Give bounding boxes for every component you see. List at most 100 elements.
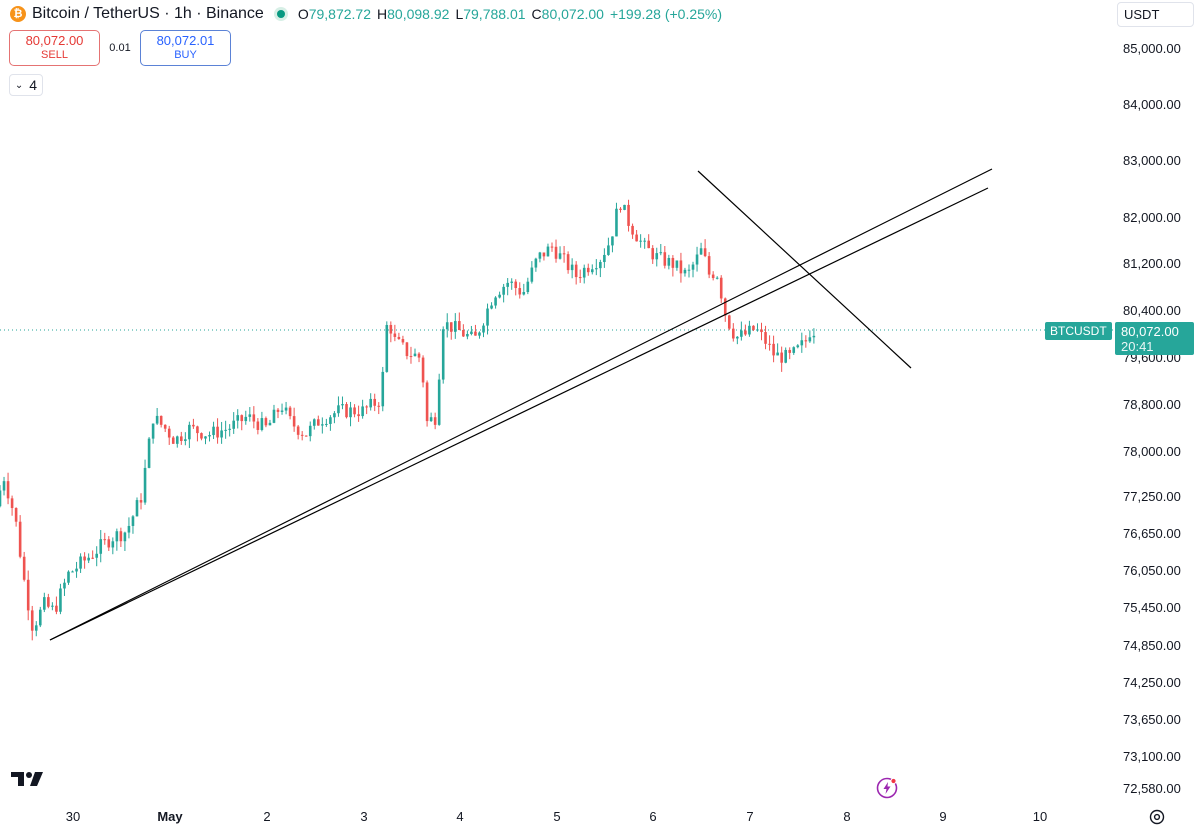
candle-down: [167, 428, 171, 438]
candle-down: [679, 260, 683, 274]
candle-down: [635, 234, 638, 242]
candle-up: [812, 335, 816, 338]
sell-button[interactable]: 80,072.00 SELL: [9, 30, 100, 66]
candle-up: [478, 332, 481, 336]
candle-down: [83, 556, 86, 561]
candle-down: [300, 434, 304, 436]
candles-layer: [0, 199, 816, 641]
candle-up: [615, 208, 618, 237]
candle-up: [603, 254, 606, 263]
candle-down: [18, 521, 22, 557]
candle-down: [707, 256, 711, 275]
candle-up: [151, 423, 155, 439]
candle-up: [131, 516, 135, 526]
candle-up: [115, 531, 119, 542]
candle-down: [760, 329, 763, 333]
close-value: 80,072.00: [541, 6, 604, 22]
low-value: 79,788.01: [463, 6, 526, 22]
spread-value: 0.01: [109, 42, 131, 54]
candle-up: [325, 423, 328, 425]
candle-up: [280, 410, 284, 412]
candle-up: [699, 248, 703, 255]
candle-up: [184, 439, 187, 441]
candle-down: [240, 415, 244, 422]
price-tick-label: 83,000.00: [1123, 153, 1181, 168]
candle-down: [421, 357, 425, 383]
candle-up: [175, 436, 179, 444]
candle-up: [71, 571, 74, 573]
candle-up: [590, 269, 594, 273]
price-tick-label: 74,850.00: [1123, 638, 1181, 653]
candle-up: [135, 500, 139, 517]
indicators-toggle-button[interactable]: ⌄ 4: [9, 74, 43, 96]
candle-up: [43, 597, 46, 610]
candle-down: [462, 330, 465, 337]
trendlines[interactable]: [49, 168, 993, 641]
candle-down: [458, 321, 461, 331]
candle-up: [792, 347, 796, 353]
candle-up: [715, 277, 719, 279]
candle-down: [22, 556, 26, 580]
candle-up: [123, 532, 127, 542]
candle-down: [296, 426, 300, 435]
candle-up: [667, 257, 671, 266]
candle-up: [385, 324, 389, 372]
flash-news-icon[interactable]: [875, 776, 899, 800]
candle-up: [111, 541, 115, 548]
price-tick-label: 78,000.00: [1123, 444, 1181, 459]
change-value: +199.28 (+0.25%): [609, 6, 723, 22]
price-axis[interactable]: 85,000.00 84,000.00 83,000.00 82,000.00 81,2…: [1113, 0, 1199, 833]
candle-down: [26, 579, 30, 611]
candle-down: [365, 406, 368, 408]
price-chart[interactable]: [0, 0, 1113, 806]
candle-up: [349, 407, 352, 418]
price-tick-label: 78,800.00: [1123, 397, 1181, 412]
tradingview-logo-icon[interactable]: [11, 770, 45, 788]
symbol-title[interactable]: Bitcoin / TetherUS · 1h · Binance: [32, 5, 264, 22]
candle-down: [14, 508, 18, 522]
settings-gear-icon[interactable]: [1148, 808, 1166, 826]
candle-down: [554, 246, 558, 259]
candle-down: [542, 252, 546, 257]
candle-up: [2, 481, 6, 491]
candle-down: [804, 340, 808, 342]
candle-down: [518, 288, 522, 295]
candle-up: [808, 337, 812, 342]
candle-up: [147, 438, 151, 468]
time-tick-label: 3: [360, 809, 368, 824]
price-tick-label: 75,450.00: [1123, 600, 1181, 615]
candle-down: [252, 414, 256, 422]
candle-down: [578, 277, 582, 279]
ohlc-values: O 79,872.72 H 80,098.92 L 79,788.01 C 80…: [298, 6, 722, 22]
last-price-value: 80,072.00: [1121, 324, 1179, 339]
candle-up: [659, 252, 663, 254]
market-status-icon[interactable]: [273, 7, 288, 21]
candle-up: [312, 419, 316, 426]
candle-up: [498, 294, 501, 298]
candle-down: [768, 343, 771, 345]
candle-up: [526, 281, 530, 293]
buy-label: BUY: [174, 49, 197, 61]
candle-up: [333, 413, 336, 418]
candle-down: [405, 342, 409, 357]
candle-down: [663, 252, 667, 266]
candle-up: [381, 371, 385, 407]
time-tick-label: 5: [553, 809, 561, 824]
candle-down: [47, 597, 50, 607]
candle-up: [800, 340, 804, 346]
candle-down: [574, 264, 578, 278]
currency-select[interactable]: USDT: [1117, 2, 1194, 27]
time-axis[interactable]: 30 May 2 3 4 5 6 7 8 9 10: [0, 806, 1113, 833]
candle-up: [38, 609, 42, 626]
candle-up: [272, 409, 276, 423]
candle-down: [474, 331, 477, 336]
candle-up: [369, 398, 372, 408]
candle-down: [288, 407, 292, 417]
buy-button[interactable]: 80,072.01 BUY: [140, 30, 231, 66]
candle-down: [171, 437, 175, 444]
resistance-trendline: [697, 170, 912, 369]
candle-up: [740, 330, 743, 337]
time-tick-label: 6: [649, 809, 657, 824]
time-tick-label: 10: [1032, 809, 1048, 824]
candle-down: [401, 339, 405, 343]
